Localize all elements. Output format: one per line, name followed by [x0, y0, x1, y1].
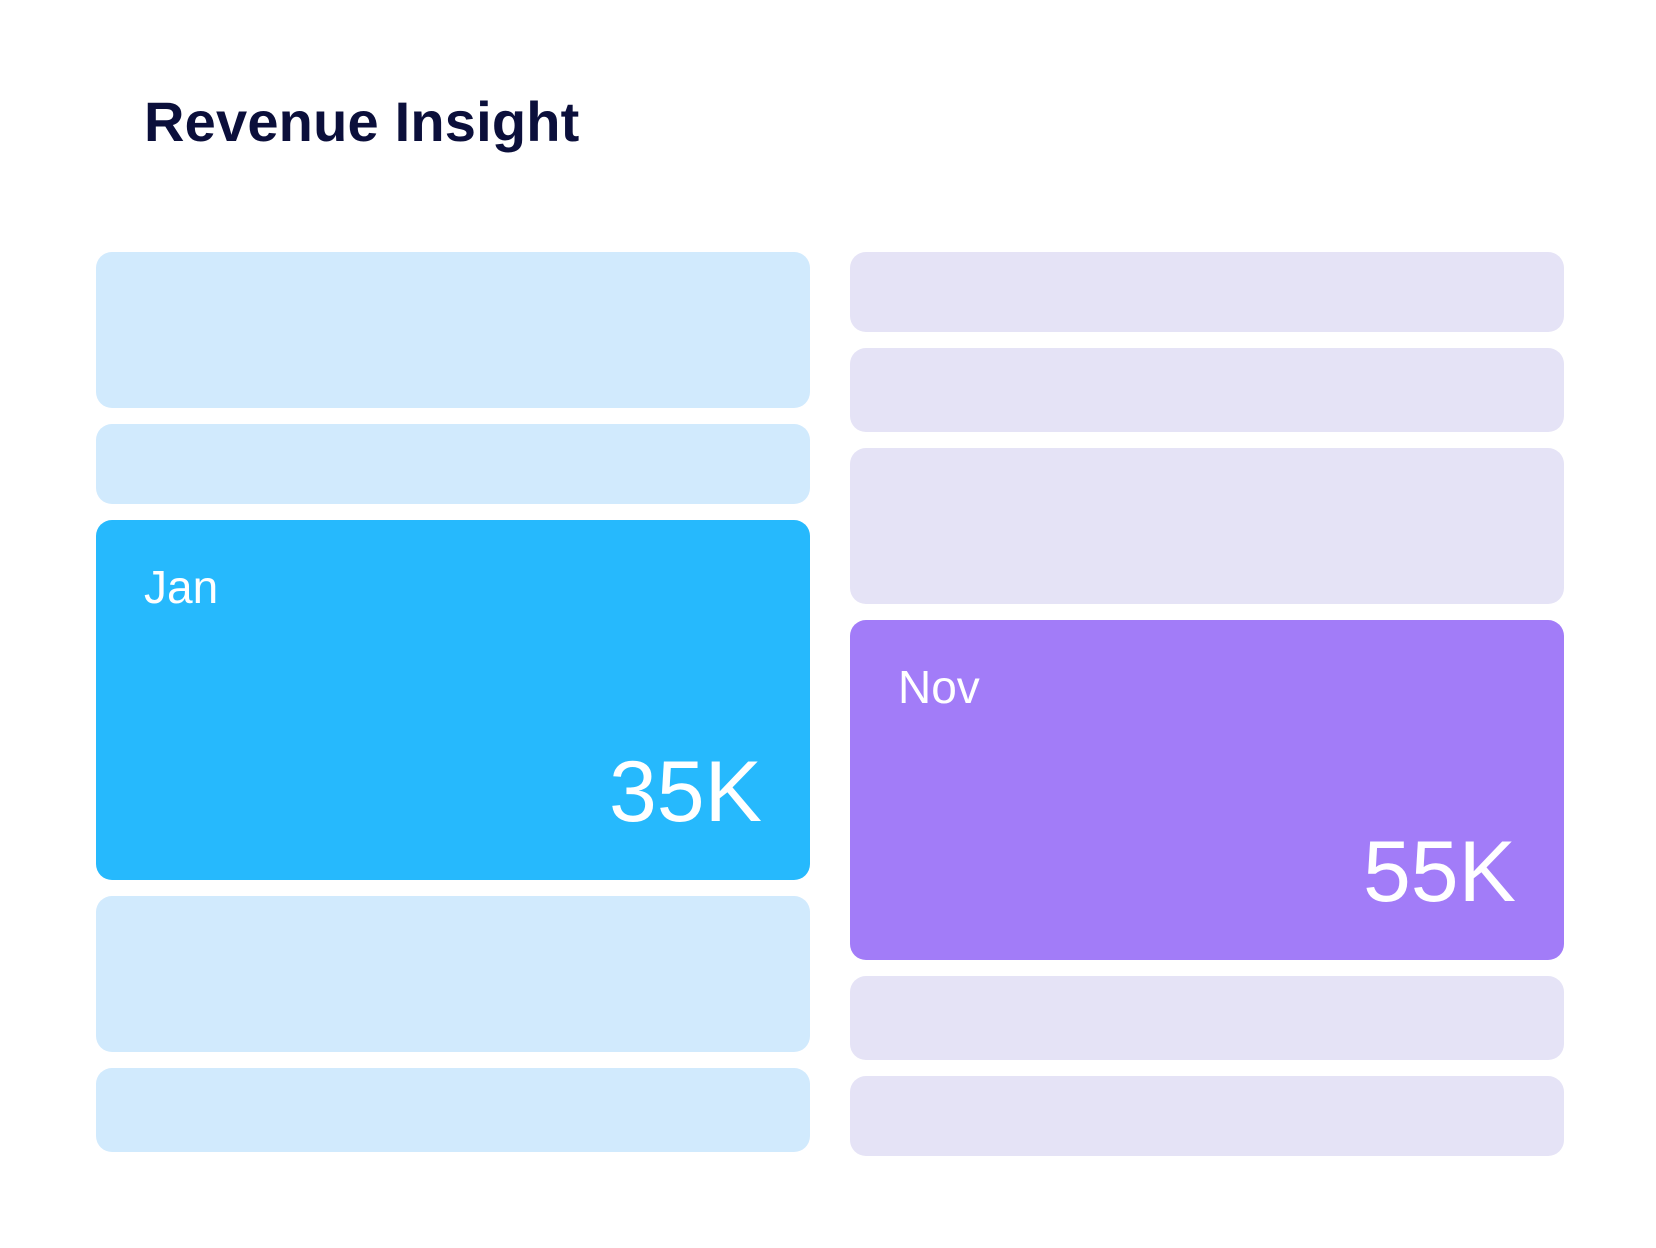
placeholder-card — [850, 976, 1564, 1060]
card-month-label: Nov — [898, 661, 980, 713]
card-month-label: Jan — [144, 561, 219, 613]
placeholder-card — [850, 448, 1564, 604]
page-title: Revenue Insight — [144, 90, 580, 153]
revenue-card-nov[interactable]: Nov 55K — [850, 620, 1564, 960]
placeholder-card — [850, 1076, 1564, 1156]
revenue-card-jan[interactable]: Jan 35K — [96, 520, 810, 880]
card-revenue-value: 55K — [1362, 824, 1516, 920]
placeholder-card — [850, 348, 1564, 432]
placeholder-card — [96, 896, 810, 1052]
placeholder-card — [96, 252, 810, 408]
card-revenue-value: 35K — [608, 744, 762, 840]
placeholder-card — [96, 1068, 810, 1152]
placeholder-card — [96, 424, 810, 504]
placeholder-card — [850, 252, 1564, 332]
